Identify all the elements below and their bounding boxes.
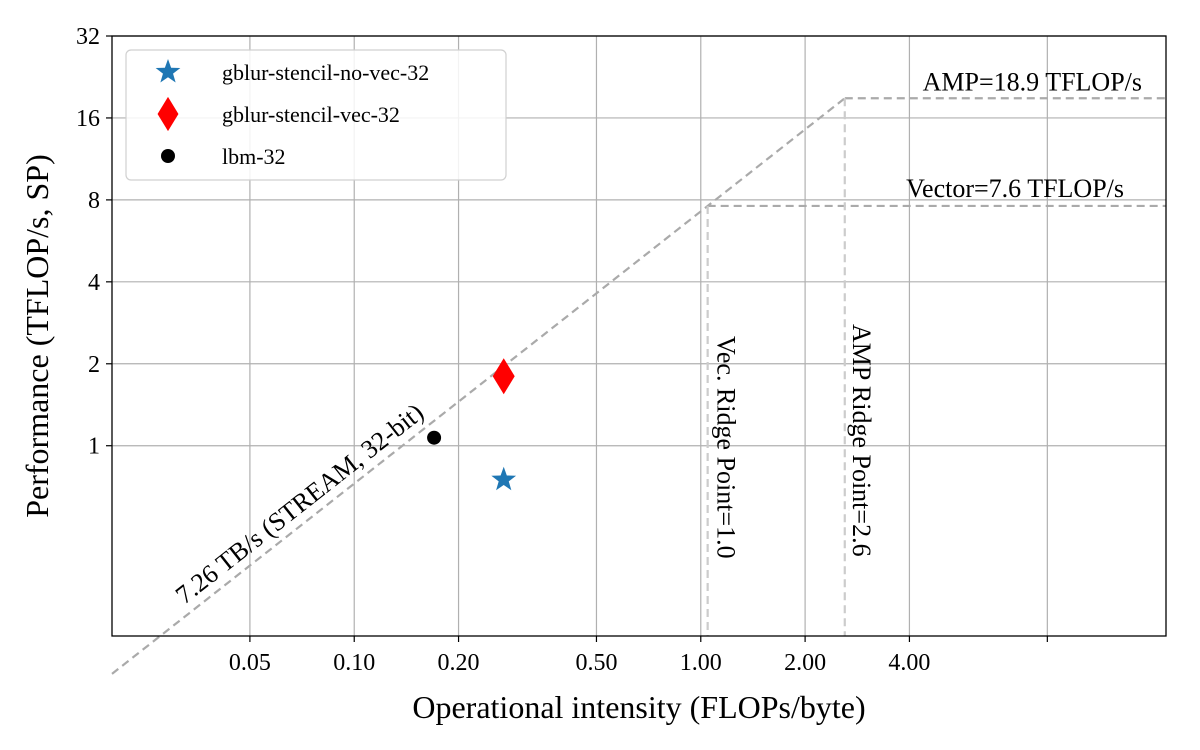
lbm-32-point — [427, 430, 442, 445]
x-tick-label: 1.00 — [680, 650, 722, 676]
y-axis-ticks: 1 2 4 8 16 32 — [76, 24, 112, 460]
legend-marker-star — [155, 59, 181, 83]
y-tick-label: 16 — [76, 106, 100, 132]
x-tick-label: 0.05 — [229, 650, 271, 676]
amp-ridge-point-label: AMP Ridge Point=2.6 — [847, 324, 876, 557]
bandwidth-roof-label: 7.26 TB/s (STREAM, 32-bit) — [170, 398, 429, 610]
legend: gblur-stencil-no-vec-32 gblur-stencil-vec… — [125, 49, 507, 181]
legend-label: gblur-stencil-no-vec-32 — [222, 60, 429, 85]
x-tick-label: 0.50 — [575, 650, 617, 676]
gblur-stencil-vec-32-point — [492, 358, 515, 395]
legend-box — [125, 49, 507, 181]
y-tick-label: 1 — [88, 434, 100, 460]
legend-marker-diamond — [157, 96, 179, 132]
gblur-stencil-no-vec-32-point — [491, 466, 517, 491]
x-axis-ticks: 0.05 0.10 0.20 0.50 1.00 2.00 4.00 — [229, 636, 1048, 676]
legend-label: gblur-stencil-vec-32 — [222, 102, 400, 127]
amp-peak-label: AMP=18.9 TFLOP/s — [923, 67, 1142, 96]
y-axis-label: Performance (TFLOP/s, SP) — [19, 154, 55, 518]
legend-marker-circle — [161, 149, 175, 163]
x-tick-label: 2.00 — [784, 650, 826, 676]
vec-ridge-point-label: Vec. Ridge Point=1.0 — [712, 336, 741, 559]
x-tick-label: 0.20 — [438, 650, 480, 676]
roofline-lines — [111, 97, 1166, 675]
x-tick-label: 4.00 — [888, 650, 930, 676]
vector-peak-label: Vector=7.6 TFLOP/s — [906, 174, 1124, 203]
y-tick-label: 32 — [76, 24, 100, 50]
x-tick-label: 0.10 — [333, 650, 375, 676]
plot-frame — [111, 35, 1167, 637]
legend-label: lbm-32 — [222, 144, 286, 169]
data-points — [427, 358, 517, 491]
y-tick-label: 2 — [88, 352, 100, 378]
y-tick-label: 8 — [88, 188, 100, 214]
x-axis-label: Operational intensity (FLOPs/byte) — [412, 689, 865, 725]
y-tick-label: 4 — [88, 270, 100, 296]
